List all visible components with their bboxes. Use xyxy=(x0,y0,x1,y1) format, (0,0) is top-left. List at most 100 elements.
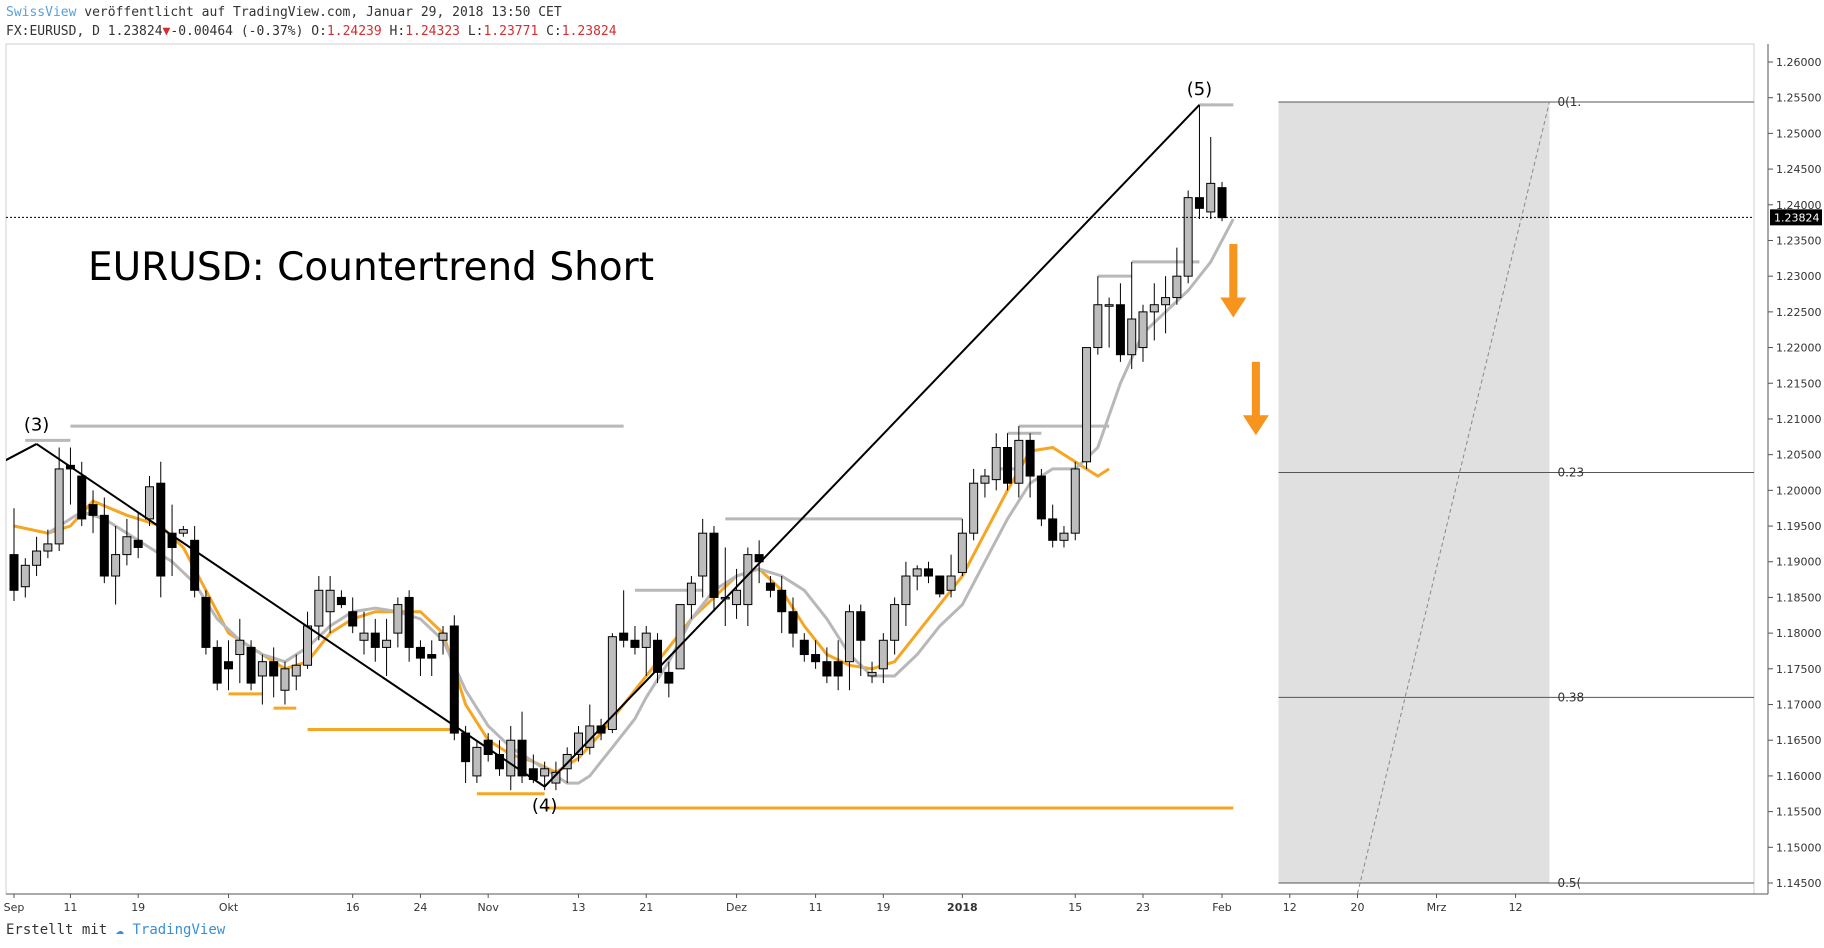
candle-body[interactable] xyxy=(404,596,414,648)
candle-body[interactable] xyxy=(20,564,30,588)
candle-body[interactable] xyxy=(1161,297,1171,306)
candle-body[interactable] xyxy=(472,746,482,777)
candle-body[interactable] xyxy=(314,589,324,627)
candle-body[interactable] xyxy=(698,532,708,577)
candle-body[interactable] xyxy=(427,654,437,659)
candle-body[interactable] xyxy=(1217,187,1227,219)
candle-body[interactable] xyxy=(461,732,471,763)
candle-body[interactable] xyxy=(709,532,719,598)
candle-body[interactable] xyxy=(619,632,629,641)
candle-body[interactable] xyxy=(1115,304,1125,356)
candle-body[interactable] xyxy=(653,639,663,673)
candle-body[interactable] xyxy=(890,604,900,641)
candle-body[interactable] xyxy=(822,661,832,677)
candle-body[interactable] xyxy=(1093,304,1103,349)
candle-body[interactable] xyxy=(212,646,222,684)
candle-body[interactable] xyxy=(844,611,854,663)
candle-body[interactable] xyxy=(867,671,877,677)
candle-body[interactable] xyxy=(178,529,188,534)
candle-body[interactable] xyxy=(765,582,775,591)
candle-body[interactable] xyxy=(269,661,279,677)
candle-body[interactable] xyxy=(946,575,956,591)
candle-body[interactable] xyxy=(788,611,798,634)
candle-body[interactable] xyxy=(144,486,154,520)
candle-body[interactable] xyxy=(280,668,290,691)
candle-body[interactable] xyxy=(111,554,121,577)
candle-body[interactable] xyxy=(494,753,504,770)
candle-body[interactable] xyxy=(1183,197,1193,277)
brand-name[interactable]: SwissView xyxy=(6,5,77,20)
candle-body[interactable] xyxy=(1025,439,1035,477)
candle-body[interactable] xyxy=(923,568,933,577)
candle-body[interactable] xyxy=(574,732,583,755)
price-chart[interactable]: 0(1. 0.23 0.38 0.5((3) (4) (5) 1.26000 1.25500… xyxy=(0,0,1824,916)
candle-body[interactable] xyxy=(43,543,53,552)
candle-body[interactable] xyxy=(517,739,527,777)
candle-body[interactable] xyxy=(833,661,843,677)
candle-body[interactable] xyxy=(686,582,696,606)
candle-body[interactable] xyxy=(122,536,132,556)
candle-body[interactable] xyxy=(562,753,572,770)
candle-body[interactable] xyxy=(675,604,685,670)
candle-body[interactable] xyxy=(415,646,425,659)
candle-body[interactable] xyxy=(291,664,301,677)
candle-body[interactable] xyxy=(878,639,888,670)
candle-body[interactable] xyxy=(1070,468,1080,534)
candle-body[interactable] xyxy=(359,632,369,641)
candle-body[interactable] xyxy=(607,636,617,731)
candle-body[interactable] xyxy=(506,739,516,777)
tradingview-link[interactable]: TradingView xyxy=(132,922,226,938)
candle-body[interactable] xyxy=(901,575,911,606)
candle-body[interactable] xyxy=(167,532,177,548)
candle-body[interactable] xyxy=(336,596,346,606)
candle-body[interactable] xyxy=(32,550,42,566)
candle-body[interactable] xyxy=(935,575,945,595)
candle-body[interactable] xyxy=(980,475,990,484)
candle-body[interactable] xyxy=(799,639,809,656)
candle-body[interactable] xyxy=(1206,182,1216,213)
candle-body[interactable] xyxy=(1172,275,1182,299)
candle-body[interactable] xyxy=(596,725,606,734)
candle-body[interactable] xyxy=(133,539,143,548)
candle-body[interactable] xyxy=(54,468,64,545)
candle-body[interactable] xyxy=(957,532,967,573)
candle-body[interactable] xyxy=(1014,439,1024,484)
candle-body[interactable] xyxy=(732,589,742,606)
candle-body[interactable] xyxy=(9,554,19,591)
candle-body[interactable] xyxy=(77,475,87,520)
candle-body[interactable] xyxy=(856,611,866,641)
candle-body[interactable] xyxy=(1059,532,1069,541)
candle-body[interactable] xyxy=(201,596,211,648)
candle-body[interactable] xyxy=(1048,518,1058,541)
candle-body[interactable] xyxy=(438,632,448,641)
candle-body[interactable] xyxy=(969,482,979,534)
candle-body[interactable] xyxy=(257,661,267,677)
candle-body[interactable] xyxy=(449,625,459,734)
candle-body[interactable] xyxy=(246,646,256,684)
candle-body[interactable] xyxy=(1104,304,1114,307)
candle-body[interactable] xyxy=(1149,304,1159,313)
candle-body[interactable] xyxy=(664,671,674,684)
candle-body[interactable] xyxy=(777,589,787,613)
candle-body[interactable] xyxy=(190,539,200,591)
candle-body[interactable] xyxy=(1127,318,1137,356)
candle-body[interactable] xyxy=(224,661,234,670)
candle-body[interactable] xyxy=(1138,311,1148,349)
candle-body[interactable] xyxy=(540,768,550,777)
candle-body[interactable] xyxy=(991,447,1001,481)
candle-body[interactable] xyxy=(1036,475,1046,520)
candle-body[interactable] xyxy=(99,514,109,577)
candle-body[interactable] xyxy=(235,639,245,656)
candle-body[interactable] xyxy=(743,554,753,606)
candle-body[interactable] xyxy=(1003,447,1013,484)
candle-body[interactable] xyxy=(630,639,640,648)
candle-body[interactable] xyxy=(393,604,403,634)
candle-body[interactable] xyxy=(348,611,358,627)
candle-body[interactable] xyxy=(88,504,98,516)
candle-body[interactable] xyxy=(370,632,380,648)
candle-body[interactable] xyxy=(325,589,335,613)
candle-body[interactable] xyxy=(641,632,651,648)
candle-body[interactable] xyxy=(912,568,922,577)
candle-body[interactable] xyxy=(1082,347,1092,463)
candle-body[interactable] xyxy=(382,639,392,648)
